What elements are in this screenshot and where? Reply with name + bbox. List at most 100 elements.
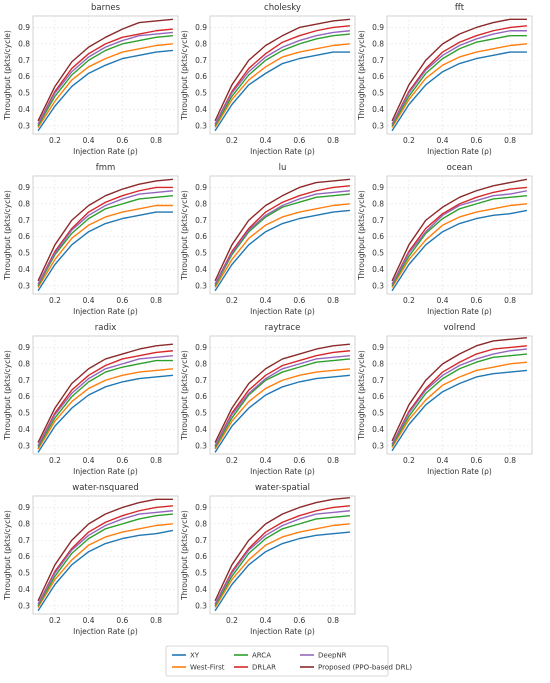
series-line-xy: [391, 51, 527, 132]
x-tick-label: 0.8: [150, 296, 162, 305]
y-tick-label: 0.4: [18, 425, 30, 434]
y-tick-label: 0.6: [372, 232, 384, 241]
series-line-arca: [37, 513, 174, 607]
legend: XY West-First ARCA DRLAR DeepNR Proposed (PPO…: [165, 645, 412, 677]
series-line-drlar: [37, 505, 174, 605]
y-tick-label: 0.8: [195, 39, 207, 48]
x-tick-label: 0.4: [260, 616, 272, 625]
x-tick-label: 0.2: [403, 296, 415, 305]
x-tick-label: 0.6: [293, 616, 305, 625]
series-line-proposed-ppo-based-drl: [37, 178, 174, 282]
series-line-arca: [391, 353, 528, 447]
series-line-xy: [214, 51, 350, 132]
panel-title: radix: [95, 323, 117, 333]
x-tick-label: 0.4: [83, 296, 95, 305]
panel-title: fft: [455, 3, 465, 13]
y-tick-label: 0.3: [18, 601, 30, 610]
y-tick-label: 0.8: [195, 359, 207, 368]
y-tick-label: 0.9: [372, 343, 384, 352]
series-line-west-first: [37, 368, 174, 450]
y-tick-label: 0.6: [372, 72, 384, 81]
y-tick-label: 0.4: [372, 265, 384, 274]
series-line-xy: [391, 209, 528, 292]
y-tick-label: 0.7: [195, 56, 207, 65]
x-axis-label: Injection Rate (ρ): [250, 467, 315, 476]
series-line-deepnr: [391, 30, 527, 125]
series-line-arca: [391, 34, 527, 127]
legend-label-proposed-ppo-based-drl: Proposed (PPO-based DRL): [318, 664, 412, 672]
series-line-proposed-ppo-based-drl: [214, 496, 351, 602]
x-tick-label: 0.8: [150, 616, 162, 625]
y-tick-label: 0.4: [195, 105, 207, 114]
y-tick-label: 0.5: [195, 569, 207, 578]
panel-title: ocean: [447, 163, 473, 173]
y-tick-label: 0.4: [195, 425, 207, 434]
x-tick-label: 0.4: [260, 456, 272, 465]
x-tick-label: 0.8: [150, 136, 162, 145]
series-line-proposed-ppo-based-drl: [391, 18, 527, 122]
panel-volrend: 0.2 0.4 0.6 0.8 0.3 0.4 0.5 0.6 0.7 0.8 0.9 volrend…: [357, 323, 533, 476]
x-tick-label: 0.6: [116, 456, 128, 465]
y-tick-label: 0.5: [372, 409, 384, 418]
y-tick-label: 0.6: [18, 392, 30, 401]
panel-radix: 0.2 0.4 0.6 0.8 0.3 0.4 0.5 0.6 0.7 0.8 0.9 radix In…: [3, 323, 179, 476]
x-tick-label: 0.4: [260, 136, 272, 145]
y-tick-label: 0.3: [195, 601, 207, 610]
series-line-drlar: [37, 350, 174, 447]
y-axis-label: Throughput (pkts/cycle): [180, 30, 189, 121]
y-axis-label: Throughput (pkts/cycle): [180, 510, 189, 601]
series-line-xy: [37, 374, 174, 453]
x-tick-label: 0.6: [293, 456, 305, 465]
legend-box: [165, 645, 389, 677]
y-tick-label: 0.3: [18, 441, 30, 450]
x-axis-label: Injection Rate (ρ): [250, 627, 315, 636]
series-line-drlar: [214, 25, 351, 125]
panel-fmm: 0.2 0.4 0.6 0.8 0.3 0.4 0.5 0.6 0.7 0.8 0.9 fmm Inje…: [3, 163, 179, 316]
y-tick-label: 0.5: [195, 89, 207, 98]
y-tick-label: 0.8: [372, 39, 384, 48]
x-tick-label: 0.2: [49, 136, 61, 145]
y-tick-label: 0.7: [18, 216, 30, 225]
y-axis-label: Throughput (pkts/cycle): [3, 30, 12, 121]
x-tick-label: 0.2: [226, 456, 238, 465]
series-line-proposed-ppo-based-drl: [37, 18, 174, 122]
y-tick-label: 0.6: [18, 232, 30, 241]
panel-title: volrend: [444, 323, 476, 333]
plot-area: [209, 335, 356, 455]
panel-title: cholesky: [264, 3, 301, 13]
y-tick-label: 0.8: [18, 199, 30, 208]
y-tick-label: 0.6: [18, 552, 30, 561]
y-tick-label: 0.8: [18, 39, 30, 48]
x-tick-label: 0.2: [49, 616, 61, 625]
series-line-arca: [37, 359, 173, 448]
series-line-arca: [214, 33, 351, 127]
y-tick-label: 0.6: [195, 392, 207, 401]
x-tick-label: 0.6: [293, 296, 305, 305]
series-line-deepnr: [214, 354, 351, 447]
y-axis-label: Throughput (pkts/cycle): [180, 350, 189, 441]
series-line-west-first: [37, 523, 174, 608]
y-tick-label: 0.4: [18, 105, 30, 114]
y-tick-label: 0.9: [18, 23, 30, 32]
y-tick-label: 0.5: [372, 89, 384, 98]
y-tick-label: 0.7: [195, 376, 207, 385]
series-line-drlar: [214, 505, 351, 605]
series-line-deepnr: [37, 190, 174, 285]
series-line-deepnr: [37, 354, 174, 447]
x-tick-label: 0.2: [226, 296, 238, 305]
series-line-xy: [214, 531, 351, 612]
y-tick-label: 0.5: [18, 89, 30, 98]
y-tick-label: 0.3: [372, 441, 384, 450]
y-tick-label: 0.4: [372, 105, 384, 114]
series-line-xy: [214, 374, 351, 453]
y-tick-label: 0.7: [18, 56, 30, 65]
plot-area: [32, 335, 179, 455]
series-line-drlar: [37, 186, 173, 285]
x-axis-label: Injection Rate (ρ): [73, 467, 138, 476]
y-tick-label: 0.3: [195, 281, 207, 290]
x-axis-label: Injection Rate (ρ): [427, 467, 492, 476]
x-tick-label: 0.4: [260, 296, 272, 305]
series-line-drlar: [214, 350, 351, 447]
x-axis-label: Injection Rate (ρ): [73, 627, 138, 636]
